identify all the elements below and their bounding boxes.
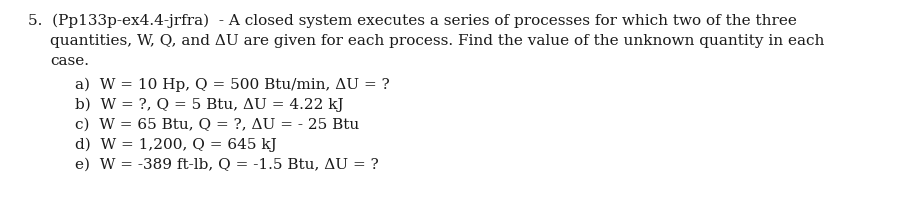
Text: case.: case. <box>50 54 89 68</box>
Text: a)  W = 10 Hp, Q = 500 Btu/min, ΔU = ?: a) W = 10 Hp, Q = 500 Btu/min, ΔU = ? <box>75 78 390 92</box>
Text: d)  W = 1,200, Q = 645 kJ: d) W = 1,200, Q = 645 kJ <box>75 138 277 152</box>
Text: e)  W = -389 ft-lb, Q = -1.5 Btu, ΔU = ?: e) W = -389 ft-lb, Q = -1.5 Btu, ΔU = ? <box>75 158 379 172</box>
Text: 5.  (Pp133p-ex4.4-jrfra)  - A closed system executes a series of processes for w: 5. (Pp133p-ex4.4-jrfra) - A closed syste… <box>28 14 796 28</box>
Text: quantities, W, Q, and ΔU are given for each process. Find the value of the unkno: quantities, W, Q, and ΔU are given for e… <box>50 34 824 48</box>
Text: b)  W = ?, Q = 5 Btu, ΔU = 4.22 kJ: b) W = ?, Q = 5 Btu, ΔU = 4.22 kJ <box>75 98 344 112</box>
Text: c)  W = 65 Btu, Q = ?, ΔU = - 25 Btu: c) W = 65 Btu, Q = ?, ΔU = - 25 Btu <box>75 118 359 132</box>
